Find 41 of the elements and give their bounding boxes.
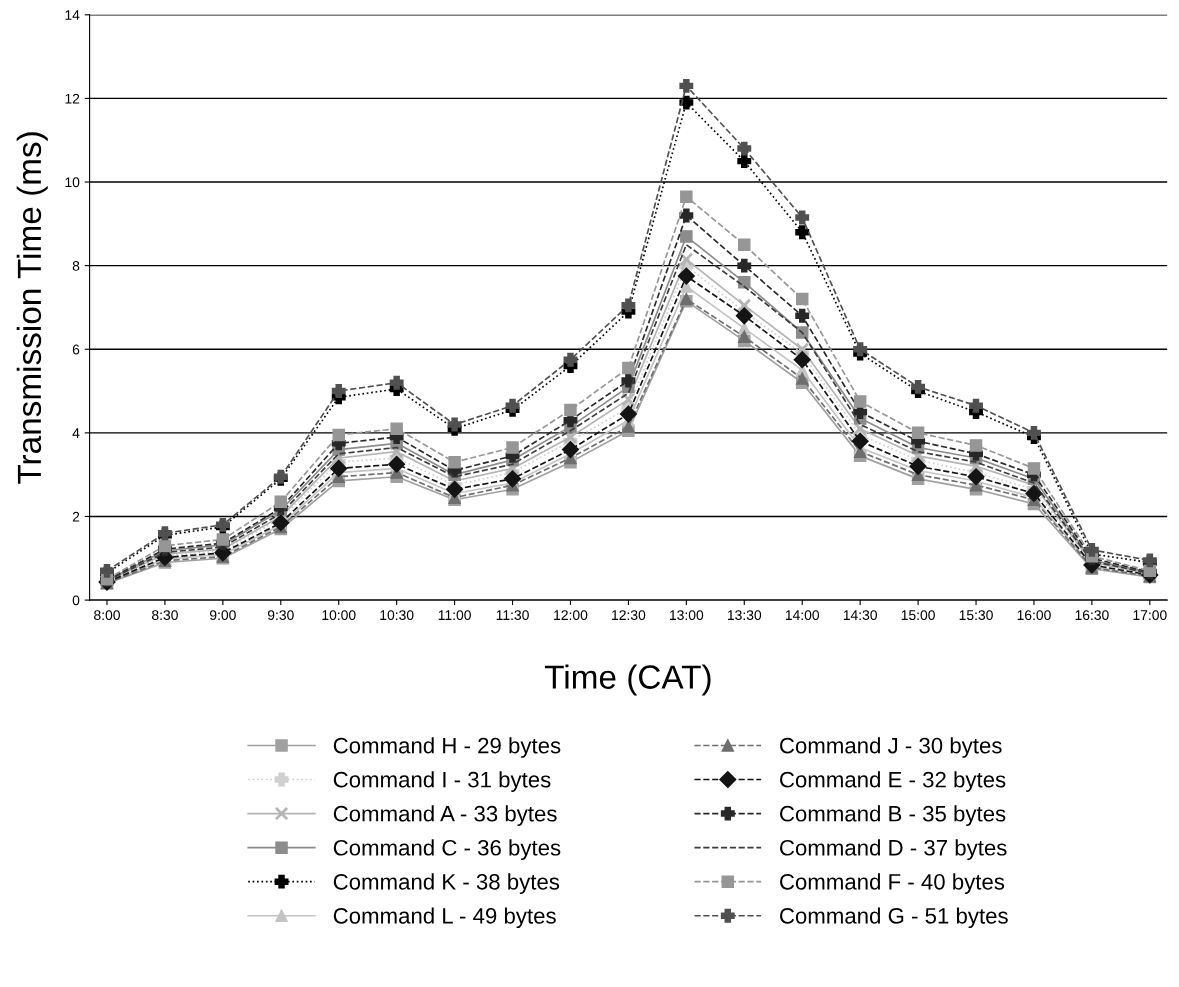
legend-label: Command J - 30 bytes xyxy=(780,737,1002,758)
x-tick-label: 13:00 xyxy=(670,610,704,621)
y-tick-label: 4 xyxy=(72,428,80,438)
legend-label: Command L - 49 bytes xyxy=(333,907,556,929)
x-axis-title: Time (CAT) xyxy=(544,664,711,696)
legend-label: Command A - 33 bytes xyxy=(333,805,557,826)
x-tick-label: 12:30 xyxy=(612,610,646,621)
x-tick-label: 8:00 xyxy=(94,610,120,621)
x-tick-label: 10:30 xyxy=(380,610,414,621)
y-tick-label: 6 xyxy=(72,344,80,355)
x-tick-label: 11:00 xyxy=(438,610,471,621)
legend-label: Command H - 29 bytes xyxy=(333,737,561,758)
x-tick-label: 15:30 xyxy=(959,610,993,621)
y-tick-label: 8 xyxy=(72,260,80,271)
x-tick-label: 8:30 xyxy=(152,610,178,621)
x-tick-label: 15:00 xyxy=(901,610,935,621)
x-tick-label: 12:00 xyxy=(554,610,588,621)
legend-label: Command F - 40 bytes xyxy=(780,873,1005,895)
x-tick-label: 14:30 xyxy=(843,610,877,621)
y-tick-label: 14 xyxy=(65,10,80,20)
x-tick-label: 11:30 xyxy=(496,610,529,621)
y-tick-label: 12 xyxy=(65,93,80,104)
x-tick-label: 17:00 xyxy=(1133,610,1167,621)
x-tick-label: 9:30 xyxy=(267,610,294,621)
x-tick-label: 10:00 xyxy=(322,610,356,621)
y-tick-label: 0 xyxy=(72,595,80,606)
x-tick-label: 16:30 xyxy=(1075,610,1109,621)
y-tick-label: 10 xyxy=(65,177,80,188)
legend-label: Command B - 35 bytes xyxy=(780,805,1006,826)
x-tick-label: 16:00 xyxy=(1017,610,1051,621)
x-tick-label: 9:00 xyxy=(209,610,236,621)
y-tick-label: 2 xyxy=(72,511,80,522)
legend-label: Command D - 37 bytes xyxy=(780,839,1007,861)
legend-label: Command G - 51 bytes xyxy=(780,907,1008,929)
legend-label: Command I - 31 bytes xyxy=(333,771,551,792)
legend-label: Command K - 38 bytes xyxy=(333,873,560,895)
x-tick-label: 13:30 xyxy=(727,610,762,621)
legend-label: Command C - 36 bytes xyxy=(333,839,561,861)
legend-label: Command E - 32 bytes xyxy=(780,771,1006,792)
y-axis-title: Transmission Time (ms) xyxy=(16,132,48,484)
x-tick-label: 14:00 xyxy=(785,610,820,621)
